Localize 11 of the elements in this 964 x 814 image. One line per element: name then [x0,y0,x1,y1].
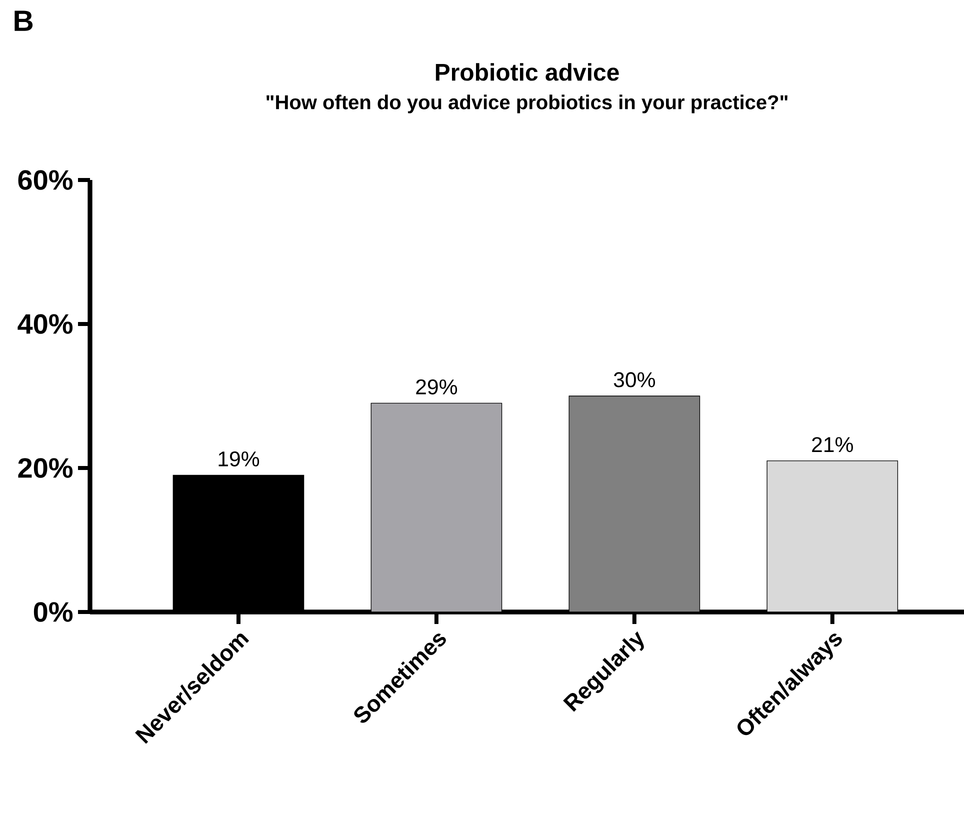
y-tick-label: 40% [18,314,73,334]
text: B [14,10,33,31]
data-label: 19% [218,451,260,466]
y-tick-label: 60% [18,170,73,190]
chart-subtitle: "How often do you advice probiotics in your practice?" [266,94,788,114]
y-tick-label: 20% [18,458,73,478]
chart-title: Probiotic advice [436,63,619,81]
y-tick-label: 0% [34,602,73,622]
data-label: 30% [614,372,655,388]
data-label: 21% [812,437,853,452]
data-label: 29% [416,379,458,394]
